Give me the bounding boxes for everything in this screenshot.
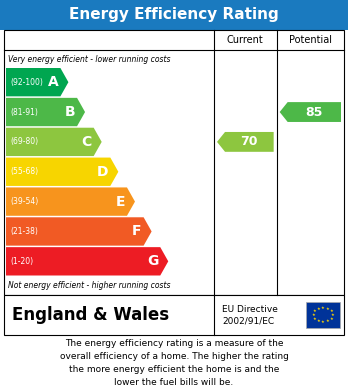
- Text: ★: ★: [316, 307, 320, 311]
- Text: EU Directive
2002/91/EC: EU Directive 2002/91/EC: [222, 305, 278, 325]
- Text: F: F: [132, 224, 142, 239]
- Bar: [4, 295, 344, 335]
- Text: B: B: [64, 105, 75, 119]
- Text: ★: ★: [321, 320, 325, 324]
- Text: (92-100): (92-100): [10, 78, 43, 87]
- Text: England & Wales: England & Wales: [12, 306, 169, 324]
- Bar: [0, 0, 348, 30]
- Text: (39-54): (39-54): [10, 197, 38, 206]
- Text: (1-20): (1-20): [10, 257, 33, 266]
- Polygon shape: [6, 68, 69, 96]
- Text: The energy efficiency rating is a measure of the
overall efficiency of a home. T: The energy efficiency rating is a measur…: [60, 339, 288, 387]
- Text: 70: 70: [240, 135, 258, 149]
- Text: C: C: [81, 135, 92, 149]
- Polygon shape: [6, 187, 135, 216]
- Polygon shape: [280, 102, 341, 122]
- Text: Potential: Potential: [289, 35, 332, 45]
- Text: ★: ★: [329, 309, 333, 313]
- Text: ★: ★: [321, 306, 325, 310]
- Text: 85: 85: [306, 106, 323, 118]
- Polygon shape: [6, 128, 102, 156]
- Text: Energy Efficiency Rating: Energy Efficiency Rating: [69, 7, 279, 23]
- Text: ★: ★: [311, 313, 315, 317]
- Text: (81-91): (81-91): [10, 108, 38, 117]
- Text: (55-68): (55-68): [10, 167, 38, 176]
- Bar: [4, 30, 344, 295]
- Bar: [306, 302, 340, 328]
- Text: (69-80): (69-80): [10, 137, 38, 146]
- Text: Not energy efficient - higher running costs: Not energy efficient - higher running co…: [8, 280, 171, 289]
- Text: A: A: [48, 75, 58, 89]
- Text: Current: Current: [227, 35, 264, 45]
- Text: G: G: [147, 254, 158, 268]
- Polygon shape: [6, 98, 85, 126]
- Polygon shape: [6, 247, 168, 276]
- Text: ★: ★: [326, 307, 330, 311]
- Text: ★: ★: [313, 317, 317, 321]
- Polygon shape: [217, 132, 274, 152]
- Text: E: E: [116, 195, 125, 209]
- Text: ★: ★: [326, 319, 330, 323]
- Text: ★: ★: [329, 317, 333, 321]
- Polygon shape: [6, 217, 152, 246]
- Text: D: D: [97, 165, 108, 179]
- Text: (21-38): (21-38): [10, 227, 38, 236]
- Text: ★: ★: [331, 313, 334, 317]
- Text: ★: ★: [313, 309, 317, 313]
- Text: Very energy efficient - lower running costs: Very energy efficient - lower running co…: [8, 56, 171, 65]
- Polygon shape: [6, 158, 118, 186]
- Text: ★: ★: [316, 319, 320, 323]
